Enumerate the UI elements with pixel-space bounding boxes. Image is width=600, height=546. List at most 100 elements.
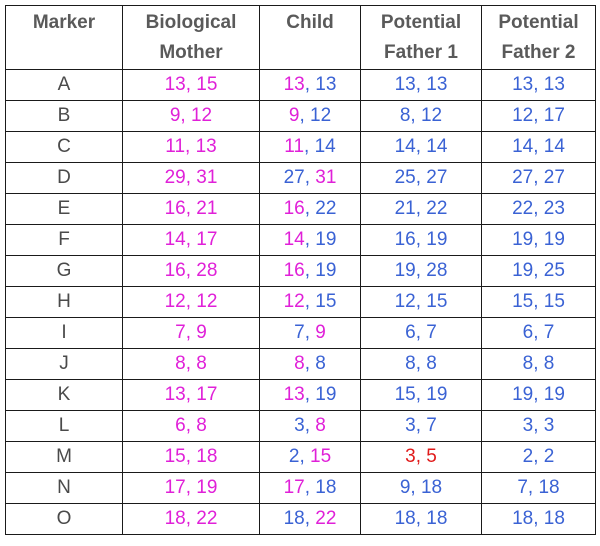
- table-row: I 7, 9 7, 9 6, 7 6, 7: [5, 317, 596, 349]
- father2-alleles: 19, 19: [512, 384, 565, 405]
- child-allele-2: 8: [315, 353, 326, 374]
- mother-alleles: 8, 8: [175, 353, 207, 374]
- mother-alleles: 9, 12: [169, 105, 213, 126]
- table-row: A 13, 15 13, 13 13, 13 13, 13: [5, 69, 596, 101]
- father2-alleles: 6, 7: [522, 322, 555, 343]
- marker-label: M: [56, 446, 72, 467]
- header-father1: Potential Father 1: [360, 5, 482, 70]
- child-allele-2: 19: [315, 260, 337, 281]
- child-allele-separator: ,: [304, 74, 316, 95]
- father1-alleles: 6, 7: [405, 322, 437, 343]
- father1-alleles: 16, 19: [394, 229, 448, 250]
- mother-alleles: 11, 13: [165, 136, 217, 157]
- marker-cell: G: [5, 255, 123, 287]
- child-allele-separator: ,: [304, 384, 316, 405]
- father1-cell: 19, 28: [360, 255, 482, 287]
- marker-cell: I: [5, 317, 123, 349]
- father1-cell: 3, 7: [360, 410, 482, 442]
- paternity-marker-table: Marker Biological Mother Child Potential…: [5, 5, 596, 535]
- header-father1-line1: Potential: [380, 11, 462, 33]
- child-cell: 16, 22: [259, 193, 361, 225]
- child-allele-1: 13: [283, 384, 305, 405]
- marker-cell: C: [5, 131, 123, 163]
- father1-cell: 6, 7: [360, 317, 482, 349]
- father1-cell: 16, 19: [360, 224, 482, 256]
- father2-cell: 19, 19: [481, 379, 596, 411]
- father1-alleles: 19, 28: [394, 260, 448, 281]
- father1-alleles: 13, 13: [394, 74, 448, 95]
- marker-label: H: [57, 291, 71, 312]
- father1-alleles: 3, 5: [405, 446, 437, 467]
- mother-cell: 13, 15: [122, 69, 260, 101]
- table-row: E 16, 21 16, 22 21, 22 22, 23: [5, 193, 596, 225]
- mother-cell: 12, 12: [122, 286, 260, 318]
- marker-cell: B: [5, 100, 123, 132]
- marker-cell: K: [5, 379, 123, 411]
- child-allele-separator: ,: [304, 322, 316, 343]
- header-mother-line2: Mother: [159, 41, 223, 63]
- father2-cell: 7, 18: [481, 472, 596, 504]
- father1-alleles: 9, 18: [399, 477, 443, 498]
- child-cell: 12, 15: [259, 286, 361, 318]
- child-allele-2: 13: [315, 74, 337, 95]
- child-allele-2: 19: [315, 229, 337, 250]
- child-cell: 13, 13: [259, 69, 361, 101]
- marker-label: B: [57, 105, 71, 126]
- child-allele-1: 2: [288, 446, 300, 467]
- child-allele-separator: ,: [304, 198, 316, 219]
- father1-alleles: 3, 7: [405, 415, 437, 436]
- father2-cell: 13, 13: [481, 69, 596, 101]
- child-allele-1: 9: [288, 105, 300, 126]
- child-allele-2: 14: [314, 136, 336, 157]
- table-row: L 6, 8 3, 8 3, 7 3, 3: [5, 410, 596, 442]
- father2-alleles: 22, 23: [512, 198, 565, 219]
- child-allele-1: 16: [283, 260, 305, 281]
- father1-cell: 12, 15: [360, 286, 482, 318]
- mother-cell: 16, 21: [122, 193, 260, 225]
- table-row: K 13, 17 13, 19 15, 19 19, 19: [5, 379, 596, 411]
- marker-cell: F: [5, 224, 123, 256]
- mother-alleles: 12, 12: [164, 291, 218, 312]
- father2-alleles: 19, 25: [512, 260, 565, 281]
- marker-cell: A: [5, 69, 123, 101]
- mother-alleles: 16, 21: [164, 198, 218, 219]
- table-row: D 29, 31 27, 31 25, 27 27, 27: [5, 162, 596, 194]
- child-allele-separator: ,: [304, 291, 316, 312]
- father2-cell: 2, 2: [481, 441, 596, 473]
- header-child: Child: [259, 5, 361, 70]
- father2-alleles: 14, 14: [512, 136, 565, 157]
- father2-cell: 14, 14: [481, 131, 596, 163]
- father2-cell: 3, 3: [481, 410, 596, 442]
- table-row: N 17, 19 17, 18 9, 18 7, 18: [5, 472, 596, 504]
- mother-cell: 14, 17: [122, 224, 260, 256]
- father2-alleles: 2, 2: [522, 446, 555, 467]
- father1-cell: 9, 18: [360, 472, 482, 504]
- mother-cell: 8, 8: [122, 348, 260, 380]
- mother-cell: 13, 17: [122, 379, 260, 411]
- mother-alleles: 6, 8: [175, 415, 207, 436]
- child-cell: 7, 9: [259, 317, 361, 349]
- mother-cell: 29, 31: [122, 162, 260, 194]
- child-cell: 9, 12: [259, 100, 361, 132]
- child-allele-1: 27: [283, 167, 305, 188]
- child-allele-2: 18: [315, 477, 337, 498]
- child-allele-2: 15: [315, 291, 337, 312]
- father2-alleles: 7, 18: [517, 477, 560, 498]
- father1-alleles: 21, 22: [394, 198, 448, 219]
- child-allele-2: 22: [315, 508, 337, 529]
- table-row: C 11, 13 11, 14 14, 14 14, 14: [5, 131, 596, 163]
- header-father2-line2: Father 2: [501, 41, 576, 63]
- table-row: F 14, 17 14, 19 16, 19 19, 19: [5, 224, 596, 256]
- header-row: Marker Biological Mother Child Potential…: [5, 5, 596, 70]
- father1-alleles: 12, 15: [394, 291, 448, 312]
- marker-label: D: [57, 167, 71, 188]
- father2-alleles: 27, 27: [512, 167, 565, 188]
- father1-alleles: 15, 19: [394, 384, 448, 405]
- father2-alleles: 12, 17: [512, 105, 565, 126]
- mother-alleles: 29, 31: [164, 167, 218, 188]
- mother-cell: 17, 19: [122, 472, 260, 504]
- child-allele-1: 8: [294, 353, 305, 374]
- father2-cell: 8, 8: [481, 348, 596, 380]
- table-row: M 15, 18 2, 15 3, 5 2, 2: [5, 441, 596, 473]
